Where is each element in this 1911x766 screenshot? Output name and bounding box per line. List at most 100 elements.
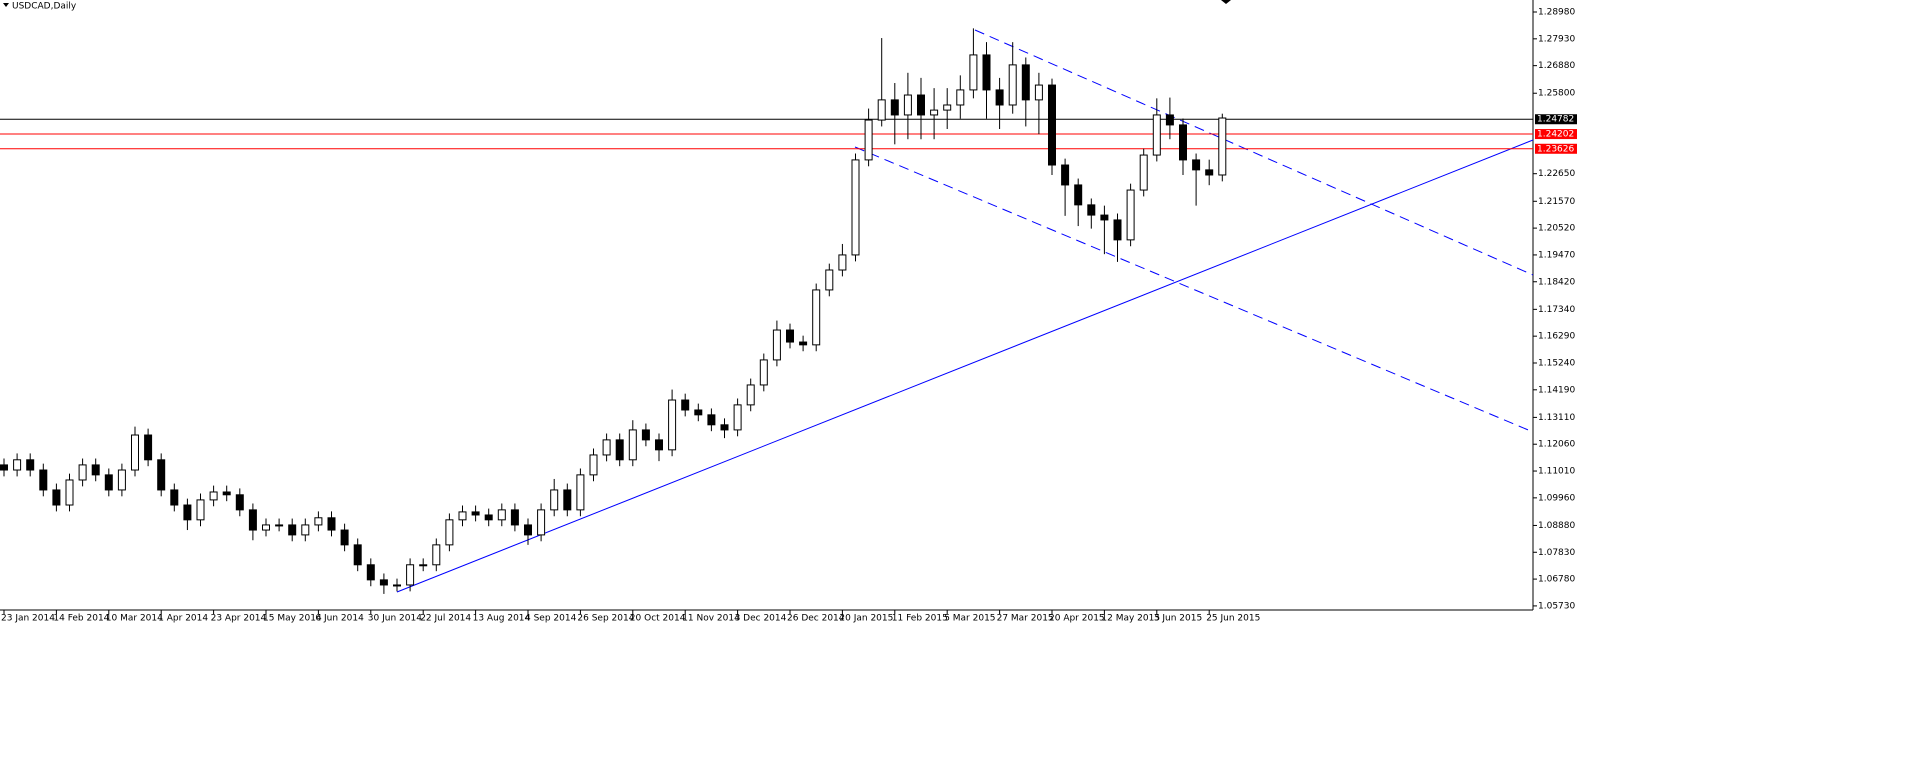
candle-body [1179,124,1187,161]
candle-body [537,509,546,536]
x-tick-label: 20 Oct 2014 [630,614,686,624]
candle-body [104,474,113,491]
x-tick-label: 5 Mar 2015 [944,614,995,624]
candle-body [248,509,257,531]
x-tick-label: 20 Apr 2015 [1049,614,1105,624]
y-tick-label: 1.22650 [1538,169,1575,179]
candle-body [275,524,284,527]
candle-body [1034,84,1043,101]
menu-arrow[interactable] [3,3,9,7]
candle-body [799,341,808,346]
y-tick-label: 1.16290 [1538,332,1575,342]
candle-body [864,119,873,161]
candle-body [13,459,22,471]
candle-body [890,99,899,116]
candle-body [432,544,441,566]
x-tick-label: 25 Jun 2015 [1206,614,1260,624]
candle-body [956,89,965,106]
y-tick-label: 1.20520 [1538,224,1575,234]
candle-body [681,399,690,411]
candle-body [576,474,585,511]
y-tick-label: 1.19470 [1538,250,1575,260]
candle-body [510,509,519,526]
candle-body [0,464,8,471]
y-tick-label: 1.25800 [1538,89,1575,99]
price-label-box [1535,129,1577,140]
candle-body [288,524,297,536]
channel-upper [974,29,1534,276]
candle-body [78,464,87,481]
candle-body [1061,164,1070,186]
candle-body [1152,114,1161,156]
price-label-box [1535,143,1577,154]
price-label-box [1535,114,1577,125]
candle-body [327,517,336,531]
x-tick-label: 12 May 2015 [1101,614,1160,624]
x-tick-label: 11 Feb 2015 [892,614,948,624]
x-tick-label: 14 Feb 2014 [53,614,109,624]
candle-body [602,439,611,456]
candle-body [903,94,912,116]
y-tick-label: 1.05730 [1538,601,1575,611]
candle-body [144,434,153,461]
candle-body [746,384,755,406]
y-tick-label: 1.26880 [1538,61,1575,71]
chart-title: USDCAD,Daily [12,2,77,12]
y-tick-label: 1.21570 [1538,197,1575,207]
x-tick-label: 6 Jun 2014 [315,614,364,624]
x-tick-label: 23 Jan 2014 [1,614,55,624]
candle-body [825,269,834,291]
y-tick-label: 1.15240 [1538,358,1575,368]
candle-body [589,454,598,476]
trendlines [396,29,1534,593]
candle-body [1113,219,1122,241]
y-tick-label: 1.28980 [1538,8,1575,18]
channel-lower [854,146,1534,433]
y-tick-label: 1.13110 [1538,413,1575,423]
candle-body [550,489,559,511]
x-tick-label: 26 Dec 2014 [787,614,845,624]
candle-body [209,491,218,501]
candle-body [445,519,454,546]
candle-body [484,514,493,521]
candle-body [131,434,139,471]
candle-body [563,489,572,511]
candle-body [65,479,74,506]
candle-body [930,109,939,116]
candle-body [1192,159,1201,171]
candle-body [838,254,847,271]
y-tick-label: 1.08880 [1538,521,1575,531]
candle-body [1126,189,1135,241]
candle-body [1205,169,1214,176]
x-tick-label: 20 Jan 2015 [839,614,893,624]
candle-body [877,99,886,121]
candle-body [26,459,35,471]
y-tick-label: 1.12060 [1538,440,1575,450]
candle-body [1218,117,1227,176]
candle-body [759,359,768,386]
y-tick-label: 1.17340 [1538,305,1575,315]
candle-body [720,424,729,431]
candle-body [943,104,952,111]
candle-body [917,94,925,116]
y-tick-label: 1.07830 [1538,548,1575,558]
candle-body [995,89,1004,106]
candle-body [196,499,205,521]
x-tick-label: 3 Dec 2014 [735,614,787,624]
candle-body [497,509,506,521]
candle-body [235,494,244,511]
x-tick-label: 22 Jul 2014 [420,614,471,624]
candle-body [786,329,794,343]
candle-body [222,491,231,496]
candle-body [1139,154,1148,191]
price-label: 1.23626 [1537,144,1574,154]
candle-body [366,564,375,581]
price-label: 1.24782 [1537,115,1574,125]
x-tick-label: 26 Sep 2014 [577,614,634,624]
y-tick-label: 1.09960 [1538,493,1575,503]
y-tick-label: 1.14190 [1538,385,1575,395]
candle-body [969,54,978,91]
candle-body [1048,84,1056,166]
x-tick-label: 4 Sep 2014 [525,614,577,624]
